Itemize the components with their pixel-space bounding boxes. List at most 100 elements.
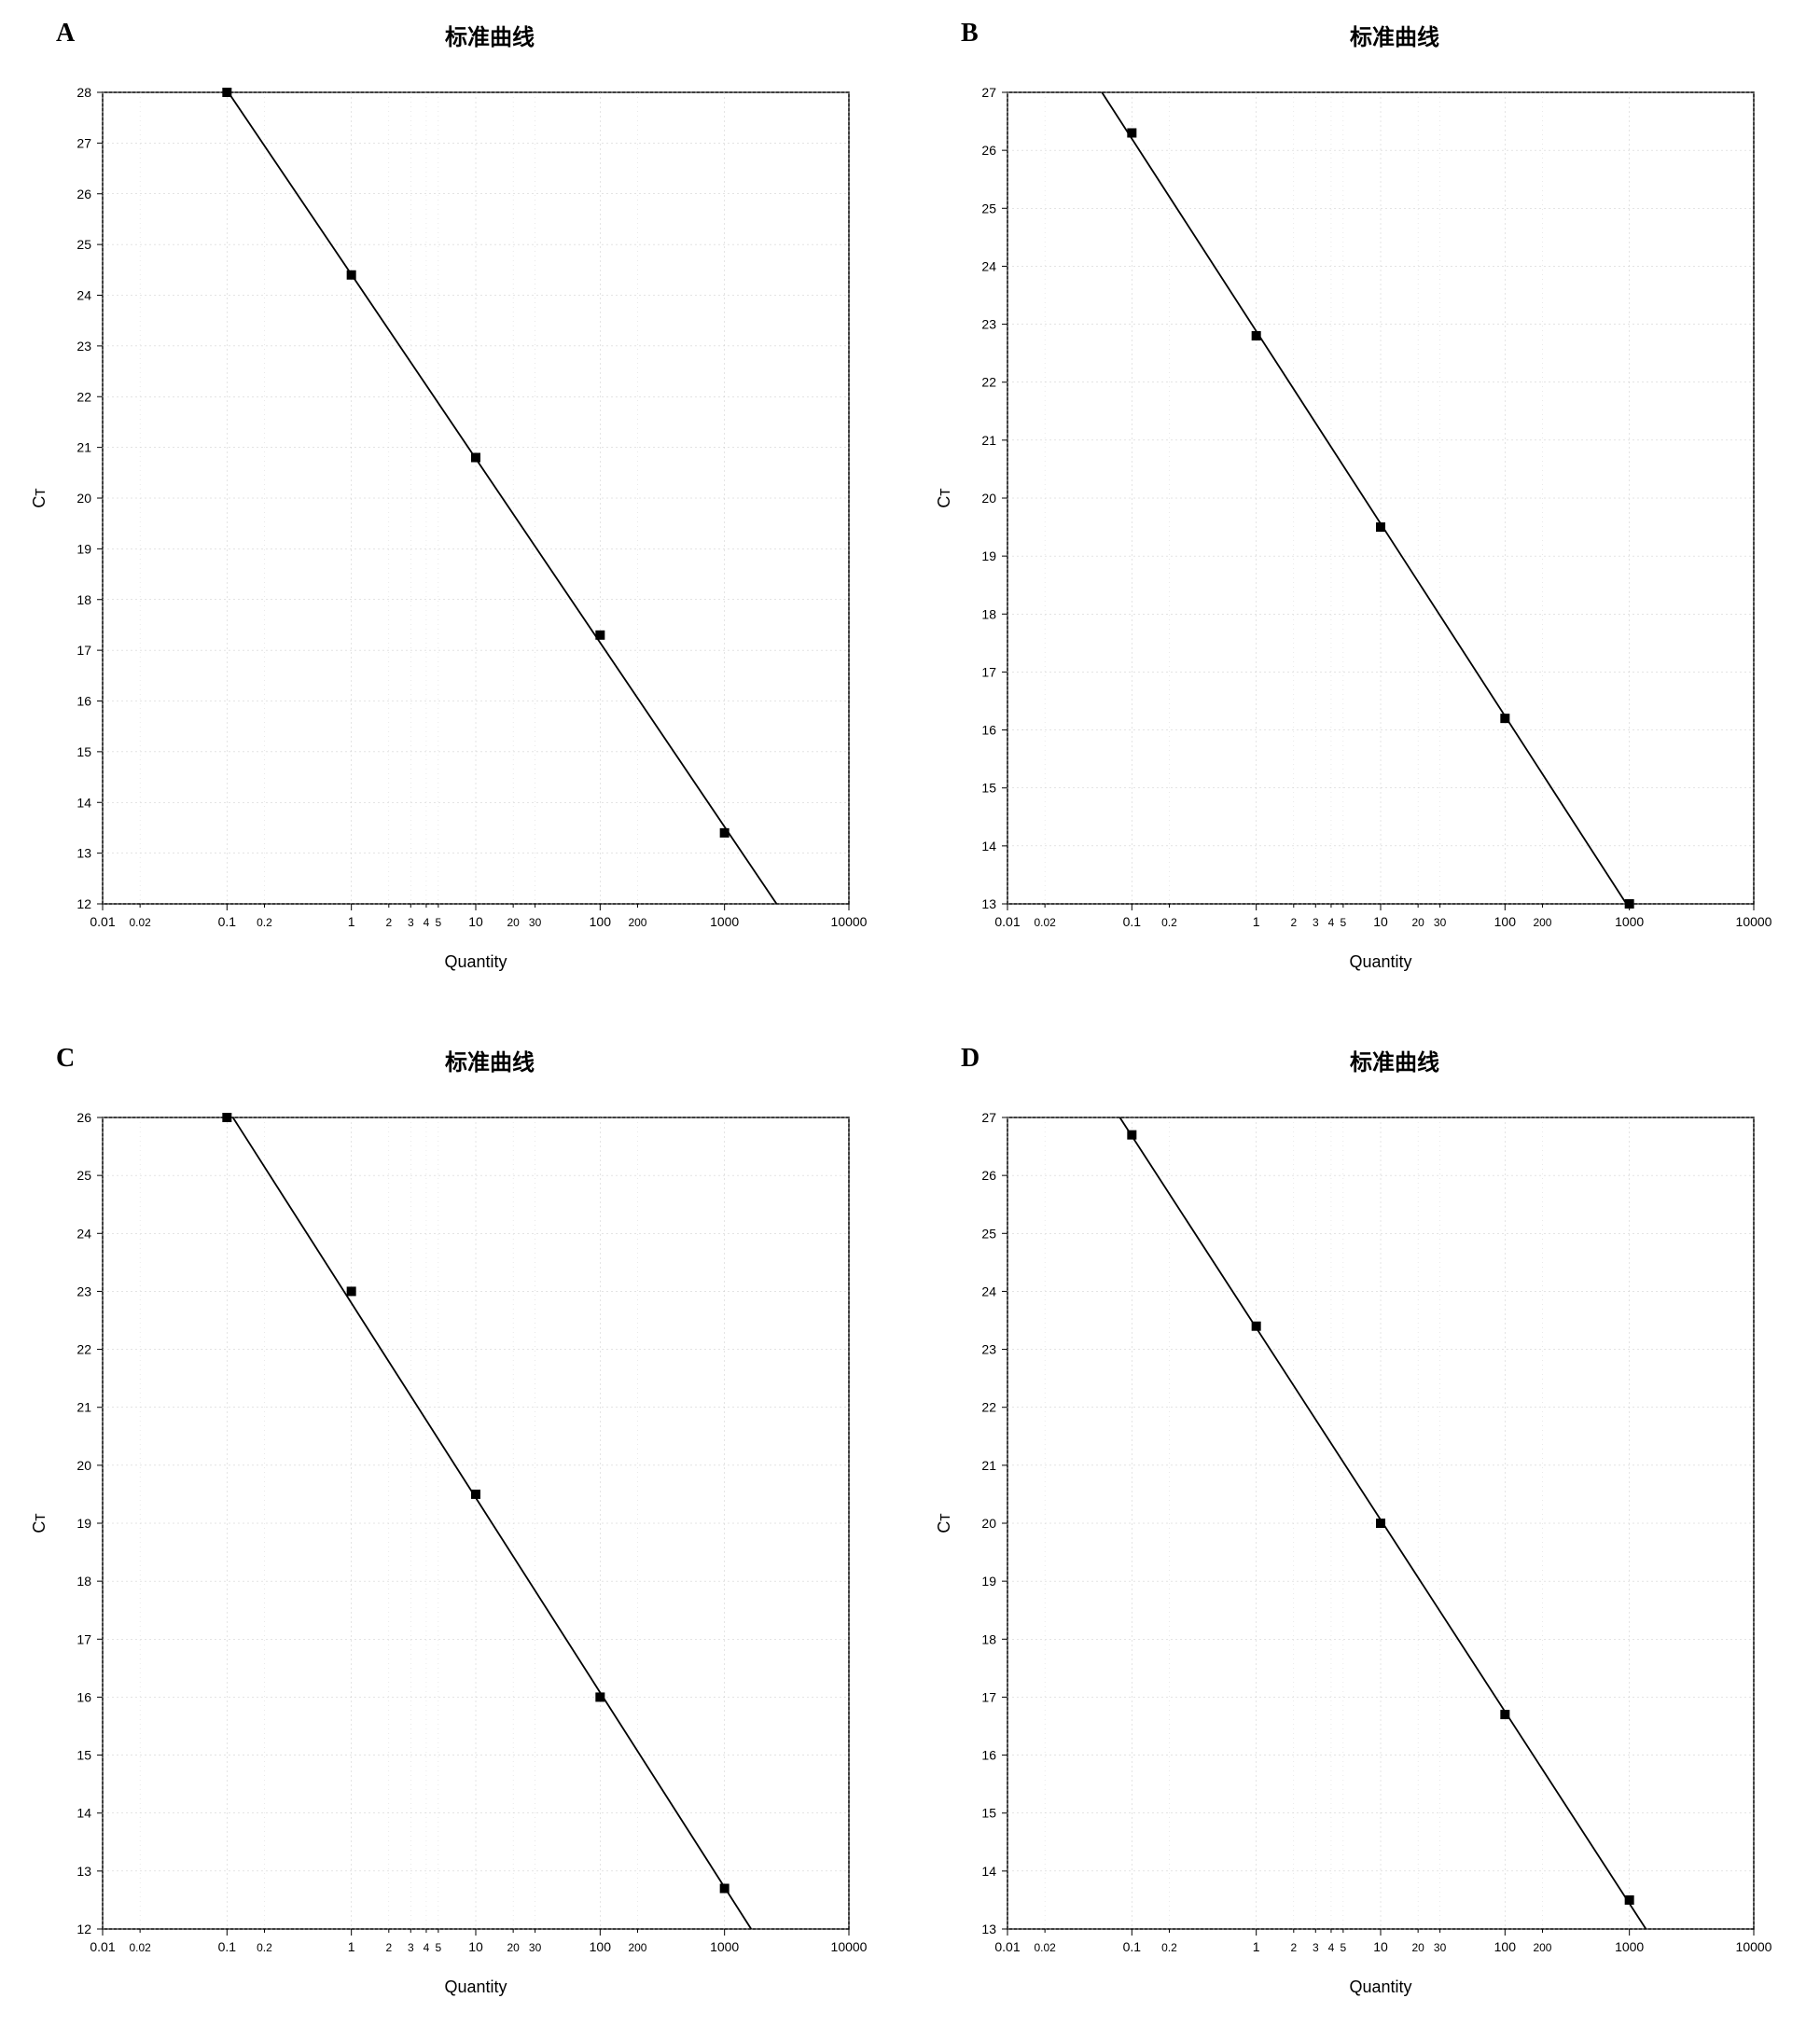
data-point bbox=[222, 88, 231, 97]
x-tick-label: 0.01 bbox=[994, 914, 1020, 929]
x-tick-label: 1000 bbox=[710, 1939, 739, 1954]
x-axis-label: Quantity bbox=[444, 1978, 507, 1996]
x-tick-minor-label: 200 bbox=[1533, 1941, 1551, 1954]
y-tick-label: 15 bbox=[76, 744, 91, 759]
x-tick-label: 100 bbox=[590, 914, 612, 929]
y-tick-label: 22 bbox=[76, 1342, 91, 1357]
x-tick-label: 1000 bbox=[1615, 1939, 1644, 1954]
x-tick-minor-label: 3 bbox=[1313, 916, 1319, 929]
panel-B: B 标准曲线 1314151617181920212223242526270.0… bbox=[924, 19, 1791, 988]
y-axis-label: Cᴛ bbox=[30, 1513, 49, 1533]
y-tick-label: 15 bbox=[981, 781, 996, 796]
y-tick-label: 24 bbox=[76, 1226, 91, 1241]
x-tick-minor-label: 0.2 bbox=[257, 1941, 272, 1954]
y-tick-label: 26 bbox=[76, 187, 91, 201]
x-tick-label: 0.1 bbox=[1123, 914, 1142, 929]
x-tick-minor-label: 30 bbox=[529, 916, 542, 929]
data-point bbox=[471, 453, 480, 463]
y-tick-label: 26 bbox=[981, 1168, 996, 1183]
y-tick-label: 26 bbox=[76, 1110, 91, 1125]
y-tick-label: 14 bbox=[76, 795, 91, 810]
x-axis-label: Quantity bbox=[1349, 1978, 1411, 1996]
x-tick-minor-label: 5 bbox=[1341, 916, 1347, 929]
y-tick-label: 24 bbox=[981, 1284, 996, 1298]
y-tick-label: 21 bbox=[981, 433, 996, 448]
data-point bbox=[1625, 1895, 1634, 1905]
x-tick-minor-label: 2 bbox=[385, 916, 392, 929]
x-tick-minor-label: 4 bbox=[424, 1941, 430, 1954]
y-tick-label: 15 bbox=[981, 1806, 996, 1821]
y-tick-label: 26 bbox=[981, 143, 996, 158]
x-tick-label: 1 bbox=[348, 1939, 355, 1954]
y-tick-label: 27 bbox=[981, 85, 996, 100]
y-tick-label: 18 bbox=[981, 1631, 996, 1646]
y-tick-label: 17 bbox=[76, 643, 91, 658]
x-tick-minor-label: 4 bbox=[424, 916, 430, 929]
y-tick-label: 14 bbox=[76, 1806, 91, 1821]
panel-label: D bbox=[961, 1044, 979, 1074]
y-tick-label: 13 bbox=[981, 896, 996, 911]
x-tick-label: 10 bbox=[468, 1939, 483, 1954]
y-tick-label: 17 bbox=[981, 1689, 996, 1704]
y-tick-label: 24 bbox=[981, 258, 996, 273]
y-tick-label: 19 bbox=[76, 1516, 91, 1531]
y-tick-label: 17 bbox=[981, 664, 996, 679]
x-axis-label: Quantity bbox=[444, 952, 507, 971]
chart-grid: A 标准曲线 121314151617181920212223242526272… bbox=[19, 19, 1791, 2013]
chart-C: 1213141516171819202122232425260.010.1110… bbox=[19, 1080, 877, 2013]
x-tick-minor-label: 5 bbox=[1341, 1941, 1347, 1954]
x-tick-label: 0.1 bbox=[218, 1939, 237, 1954]
y-tick-label: 27 bbox=[76, 135, 91, 150]
data-point bbox=[1500, 1710, 1509, 1719]
x-tick-label: 1 bbox=[1253, 914, 1260, 929]
x-tick-minor-label: 200 bbox=[628, 916, 646, 929]
y-tick-label: 23 bbox=[981, 317, 996, 332]
y-tick-label: 16 bbox=[981, 723, 996, 738]
x-tick-minor-label: 0.2 bbox=[1161, 1941, 1177, 1954]
y-tick-label: 18 bbox=[76, 1574, 91, 1589]
y-tick-label: 15 bbox=[76, 1748, 91, 1763]
panel-C: C 标准曲线 1213141516171819202122232425260.0… bbox=[19, 1044, 886, 2013]
chart-B: 1314151617181920212223242526270.010.1110… bbox=[924, 55, 1782, 988]
y-tick-label: 22 bbox=[76, 389, 91, 404]
y-tick-label: 16 bbox=[981, 1748, 996, 1763]
x-tick-minor-label: 0.2 bbox=[1161, 916, 1177, 929]
x-tick-label: 1000 bbox=[1615, 914, 1644, 929]
y-tick-label: 25 bbox=[981, 1226, 996, 1241]
y-tick-label: 20 bbox=[76, 491, 91, 506]
data-point bbox=[1376, 1519, 1385, 1528]
x-tick-minor-label: 20 bbox=[1411, 1941, 1424, 1954]
y-tick-label: 25 bbox=[981, 201, 996, 215]
y-tick-label: 19 bbox=[981, 548, 996, 563]
y-tick-label: 19 bbox=[981, 1574, 996, 1589]
x-tick-label: 10 bbox=[1373, 914, 1388, 929]
y-tick-label: 16 bbox=[76, 1689, 91, 1704]
x-tick-minor-label: 20 bbox=[1411, 916, 1424, 929]
y-tick-label: 28 bbox=[76, 85, 91, 100]
x-tick-label: 10 bbox=[1373, 1939, 1388, 1954]
x-tick-label: 0.1 bbox=[1123, 1939, 1142, 1954]
x-tick-label: 10000 bbox=[1736, 914, 1772, 929]
x-tick-minor-label: 2 bbox=[1290, 1941, 1297, 1954]
y-tick-label: 13 bbox=[76, 1864, 91, 1879]
data-point bbox=[1252, 1322, 1261, 1331]
y-tick-label: 21 bbox=[76, 1400, 91, 1415]
x-tick-label: 0.1 bbox=[218, 914, 237, 929]
y-tick-label: 16 bbox=[76, 694, 91, 709]
data-point bbox=[595, 631, 604, 640]
x-tick-label: 0.01 bbox=[994, 1939, 1020, 1954]
y-tick-label: 23 bbox=[76, 339, 91, 354]
y-tick-label: 14 bbox=[981, 1864, 996, 1879]
y-tick-label: 18 bbox=[76, 592, 91, 607]
y-tick-label: 23 bbox=[76, 1284, 91, 1298]
data-point bbox=[1625, 899, 1634, 909]
x-tick-label: 100 bbox=[590, 1939, 612, 1954]
data-point bbox=[1127, 1131, 1136, 1140]
panel-A: A 标准曲线 121314151617181920212223242526272… bbox=[19, 19, 886, 988]
data-point bbox=[1127, 129, 1136, 138]
x-tick-minor-label: 4 bbox=[1328, 916, 1335, 929]
data-point bbox=[347, 1286, 356, 1296]
y-tick-label: 25 bbox=[76, 237, 91, 252]
x-tick-minor-label: 0.02 bbox=[1034, 916, 1056, 929]
y-axis-label: Cᴛ bbox=[935, 1513, 953, 1533]
